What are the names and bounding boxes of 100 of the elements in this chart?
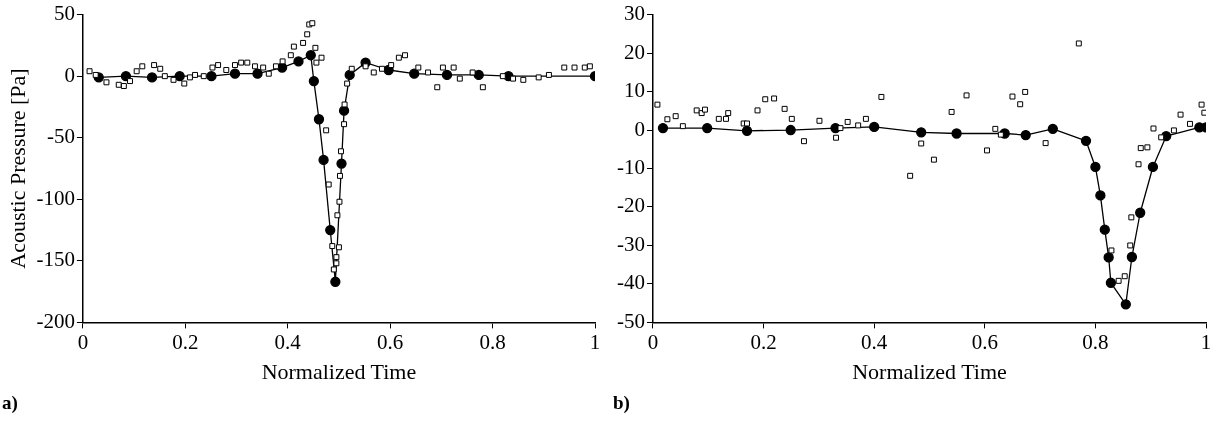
point (229, 68, 241, 79)
point (1047, 123, 1058, 135)
x-tick-label: 0.6 (377, 329, 404, 354)
point (1137, 145, 1144, 152)
point (1090, 161, 1101, 173)
point (1103, 252, 1114, 263)
point (1128, 214, 1135, 221)
point (120, 71, 132, 82)
x-axis-title: Normalized Time (852, 358, 1007, 384)
x-tick-label: 0.6 (971, 329, 998, 354)
point (308, 75, 319, 87)
point (1120, 299, 1131, 310)
point (844, 118, 851, 125)
point (1170, 127, 1177, 134)
point (409, 68, 420, 79)
point (1147, 161, 1159, 173)
point (336, 158, 347, 169)
point (1144, 144, 1151, 151)
x-tick-label: 1 (589, 329, 601, 354)
point (1135, 207, 1146, 218)
point (1108, 247, 1115, 254)
point (1105, 277, 1117, 288)
point (654, 101, 661, 108)
point (837, 125, 844, 132)
point (318, 154, 329, 166)
point (788, 115, 795, 122)
x-tick-label: 0.8 (1082, 329, 1109, 354)
y-tick-label: -20 (616, 193, 645, 218)
y-tick-label: -150 (36, 247, 75, 272)
point (305, 50, 316, 61)
y-tick-label: -30 (616, 231, 645, 256)
point (146, 72, 158, 83)
point (664, 116, 671, 123)
point (325, 224, 336, 236)
y-tick-label: 20 (623, 39, 645, 64)
point (702, 122, 713, 134)
point (723, 115, 729, 122)
point (869, 121, 880, 133)
point (1127, 242, 1134, 249)
point (1198, 101, 1205, 108)
point (252, 68, 263, 79)
point (1042, 140, 1049, 147)
point (916, 127, 927, 138)
point (762, 96, 769, 103)
point (1099, 224, 1110, 235)
point (948, 108, 955, 115)
x-tick-label: 0.8 (479, 329, 506, 354)
point (781, 105, 788, 112)
point (657, 122, 669, 134)
point (679, 123, 686, 130)
point (1177, 111, 1184, 118)
text: a) (2, 392, 18, 414)
point (878, 93, 885, 100)
x-tick-label: 0.4 (861, 329, 888, 354)
x-tick-label: 0.2 (172, 329, 199, 354)
y-tick-label: -50 (46, 124, 75, 149)
point (1201, 109, 1206, 116)
point (1080, 135, 1092, 146)
point (1115, 277, 1122, 284)
x-axis-title: Normalized Time (261, 358, 417, 384)
point (1186, 120, 1193, 127)
point (930, 156, 937, 163)
point (997, 131, 1004, 138)
point (1075, 40, 1082, 47)
y-tick-label: -40 (616, 270, 645, 295)
point (785, 124, 796, 136)
point (963, 92, 970, 99)
point (1121, 273, 1128, 280)
x-tick-label: 0.2 (750, 329, 777, 354)
point (754, 107, 761, 114)
point (918, 140, 925, 147)
point (702, 106, 708, 113)
y-tick-label: -50 (616, 308, 645, 333)
point (293, 56, 304, 67)
point (1017, 101, 1024, 108)
x-tick-label: 0.4 (274, 329, 302, 354)
point (1150, 125, 1157, 132)
point (1126, 251, 1138, 263)
point (441, 69, 453, 81)
point (1095, 190, 1106, 201)
point (672, 113, 679, 120)
point (992, 125, 999, 132)
point (771, 95, 778, 102)
y-tick-label: -200 (36, 308, 75, 333)
point (1020, 129, 1031, 141)
point (206, 71, 217, 82)
point (344, 69, 355, 81)
point (862, 115, 869, 122)
point (984, 147, 990, 154)
point (330, 276, 341, 287)
y-tick-label: 0 (634, 116, 645, 141)
point (174, 71, 185, 82)
point (1022, 88, 1029, 95)
point (1158, 134, 1165, 141)
point (1135, 161, 1142, 168)
y-tick-label: -10 (616, 155, 645, 180)
point (725, 110, 732, 117)
point (816, 117, 823, 124)
point (715, 115, 722, 122)
y-tick-label: 10 (623, 78, 645, 103)
